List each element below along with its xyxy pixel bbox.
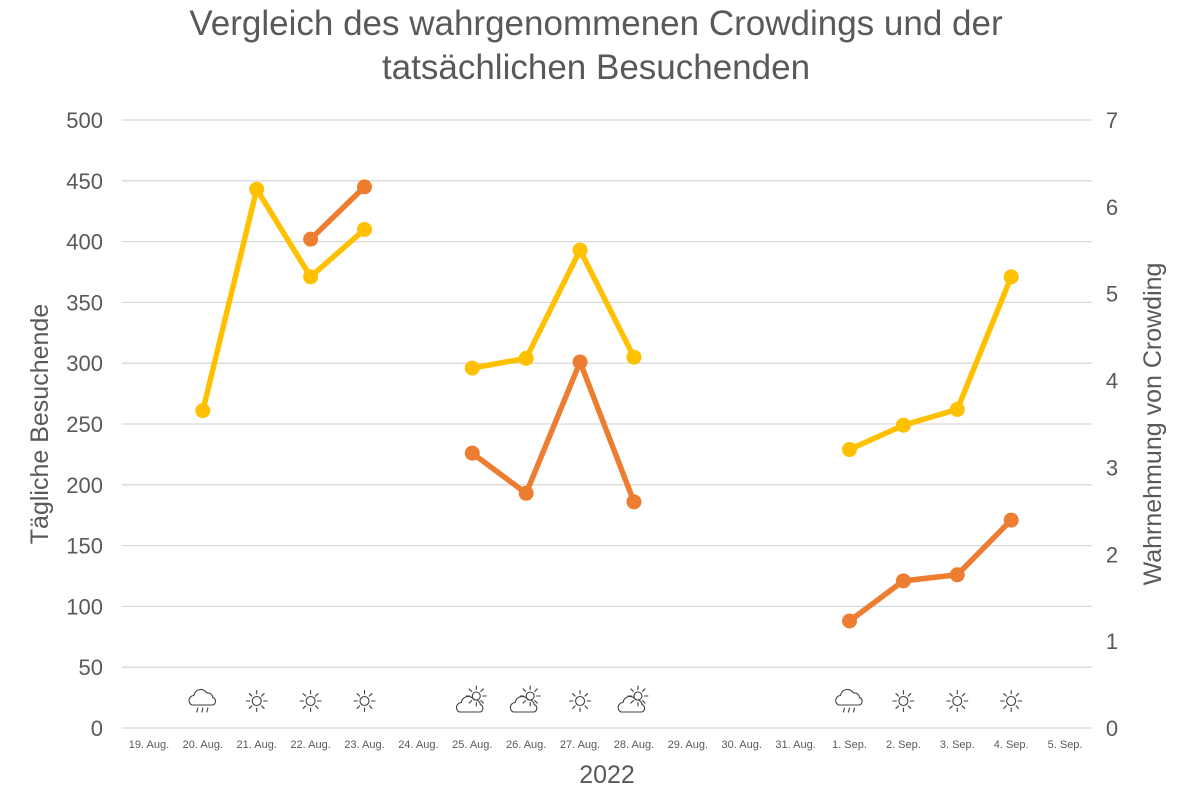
series-0-point	[518, 350, 534, 366]
x-tick-label: 21. Aug.	[237, 739, 277, 751]
weather-icons	[188, 685, 1023, 713]
series-1-point	[626, 494, 642, 510]
series-0-line	[846, 274, 1014, 453]
x-tick-label: 22. Aug.	[290, 739, 330, 751]
x-tick-label: 23. Aug.	[344, 739, 384, 751]
x-tick-label: 31. Aug.	[775, 739, 815, 751]
chart-title-line-2: tatsächlichen Besuchenden	[382, 48, 810, 87]
y-tick-label: 500	[66, 108, 103, 133]
x-axis-label: 2022	[579, 761, 635, 789]
series-1-point	[464, 445, 480, 461]
gridlines	[122, 119, 1092, 729]
x-tick-label: 5. Sep.	[1048, 739, 1083, 751]
series-1-point	[1003, 512, 1019, 528]
x-tick-label: 28. Aug.	[614, 739, 654, 751]
series-1-point	[518, 485, 534, 501]
x-tick-label: 27. Aug.	[560, 739, 600, 751]
y2-tick-label: 2	[1106, 542, 1118, 567]
series-0-point	[195, 403, 211, 419]
series-0-point	[303, 269, 319, 285]
y-tick-label: 0	[91, 716, 103, 741]
series-1-point	[949, 567, 965, 583]
series-0-point	[464, 360, 480, 376]
y-tick-label: 150	[66, 534, 103, 559]
series-0-point	[357, 221, 372, 237]
y-tick-label: 250	[66, 412, 103, 437]
sun-icon	[245, 689, 268, 713]
partly-sunny-icon	[509, 685, 541, 713]
partly-sunny-icon	[455, 685, 487, 713]
x-tick-label: 20. Aug.	[183, 739, 223, 751]
x-tick-label: 19. Aug.	[129, 739, 169, 751]
series-0-point	[572, 242, 588, 258]
sun-icon	[299, 689, 322, 713]
y-tick-label: 450	[66, 169, 103, 194]
x-tick-label: 24. Aug.	[398, 739, 438, 751]
y2-tick-label: 7	[1106, 108, 1118, 133]
series-1-line	[307, 184, 368, 242]
series-1-line	[846, 517, 1014, 624]
series-0-line	[200, 186, 368, 414]
series-1-point	[842, 613, 857, 629]
y2-tick-label: 4	[1106, 369, 1118, 394]
y-tick-label: 200	[66, 473, 103, 498]
y2-tick-label: 6	[1106, 195, 1118, 220]
chart-title-line-1: Vergleich des wahrgenommenen Crowdings u…	[189, 4, 1003, 43]
x-tick-label: 26. Aug.	[506, 739, 546, 751]
y-tick-label: 100	[66, 594, 103, 619]
y-axis-left-ticks: 0 50 100 150 200 250 300 350 400 450 500	[66, 108, 103, 741]
y-tick-label: 350	[66, 290, 103, 315]
x-axis-ticks: 19. Aug. 20. Aug. 21. Aug. 22. Aug. 23. Aug.…	[129, 739, 1083, 751]
x-tick-label: 30. Aug.	[722, 739, 762, 751]
series-0-point	[249, 181, 265, 197]
rain-icon	[188, 688, 216, 713]
y-axis-right-ticks: 0 1 2 3 4 5 6 7	[1106, 108, 1118, 741]
series-1-point	[303, 231, 319, 247]
x-tick-label: 3. Sep.	[940, 739, 975, 751]
series-0-point	[895, 417, 911, 433]
sun-icon	[353, 689, 376, 713]
y2-tick-label: 0	[1106, 716, 1118, 741]
series-1-point	[572, 354, 588, 370]
series-0-line	[469, 247, 637, 371]
y-tick-label: 400	[66, 230, 103, 255]
y2-tick-label: 5	[1106, 282, 1118, 307]
sun-icon	[892, 689, 915, 713]
rain-icon	[835, 688, 863, 713]
series-0-point	[1003, 269, 1019, 285]
x-tick-label: 25. Aug.	[452, 739, 492, 751]
series-1-point	[895, 573, 911, 589]
x-tick-label: 4. Sep.	[994, 739, 1029, 751]
sun-icon	[1000, 689, 1023, 713]
series-0-point	[842, 442, 857, 458]
x-tick-label: 1. Sep.	[832, 739, 867, 751]
x-tick-label: 29. Aug.	[668, 739, 708, 751]
series-1-line	[469, 359, 637, 505]
sun-icon	[946, 689, 969, 713]
y-tick-label: 50	[79, 655, 103, 680]
series-1-point	[357, 179, 372, 195]
y-axis-left-label: Tägliche Besuchende	[26, 304, 54, 544]
series-0-point	[949, 401, 965, 417]
chart-title: Vergleich des wahrgenommenen Crowdings u…	[189, 4, 1003, 87]
y2-tick-label: 3	[1106, 455, 1118, 480]
partly-sunny-icon	[617, 685, 649, 713]
y-axis-right-label: Wahrnehmung von Crowding	[1139, 263, 1167, 586]
y-tick-label: 300	[66, 351, 103, 376]
series	[195, 179, 1019, 629]
y2-tick-label: 1	[1106, 629, 1118, 654]
series-0-point	[626, 349, 642, 365]
sun-icon	[569, 689, 592, 713]
x-tick-label: 2. Sep.	[886, 739, 921, 751]
